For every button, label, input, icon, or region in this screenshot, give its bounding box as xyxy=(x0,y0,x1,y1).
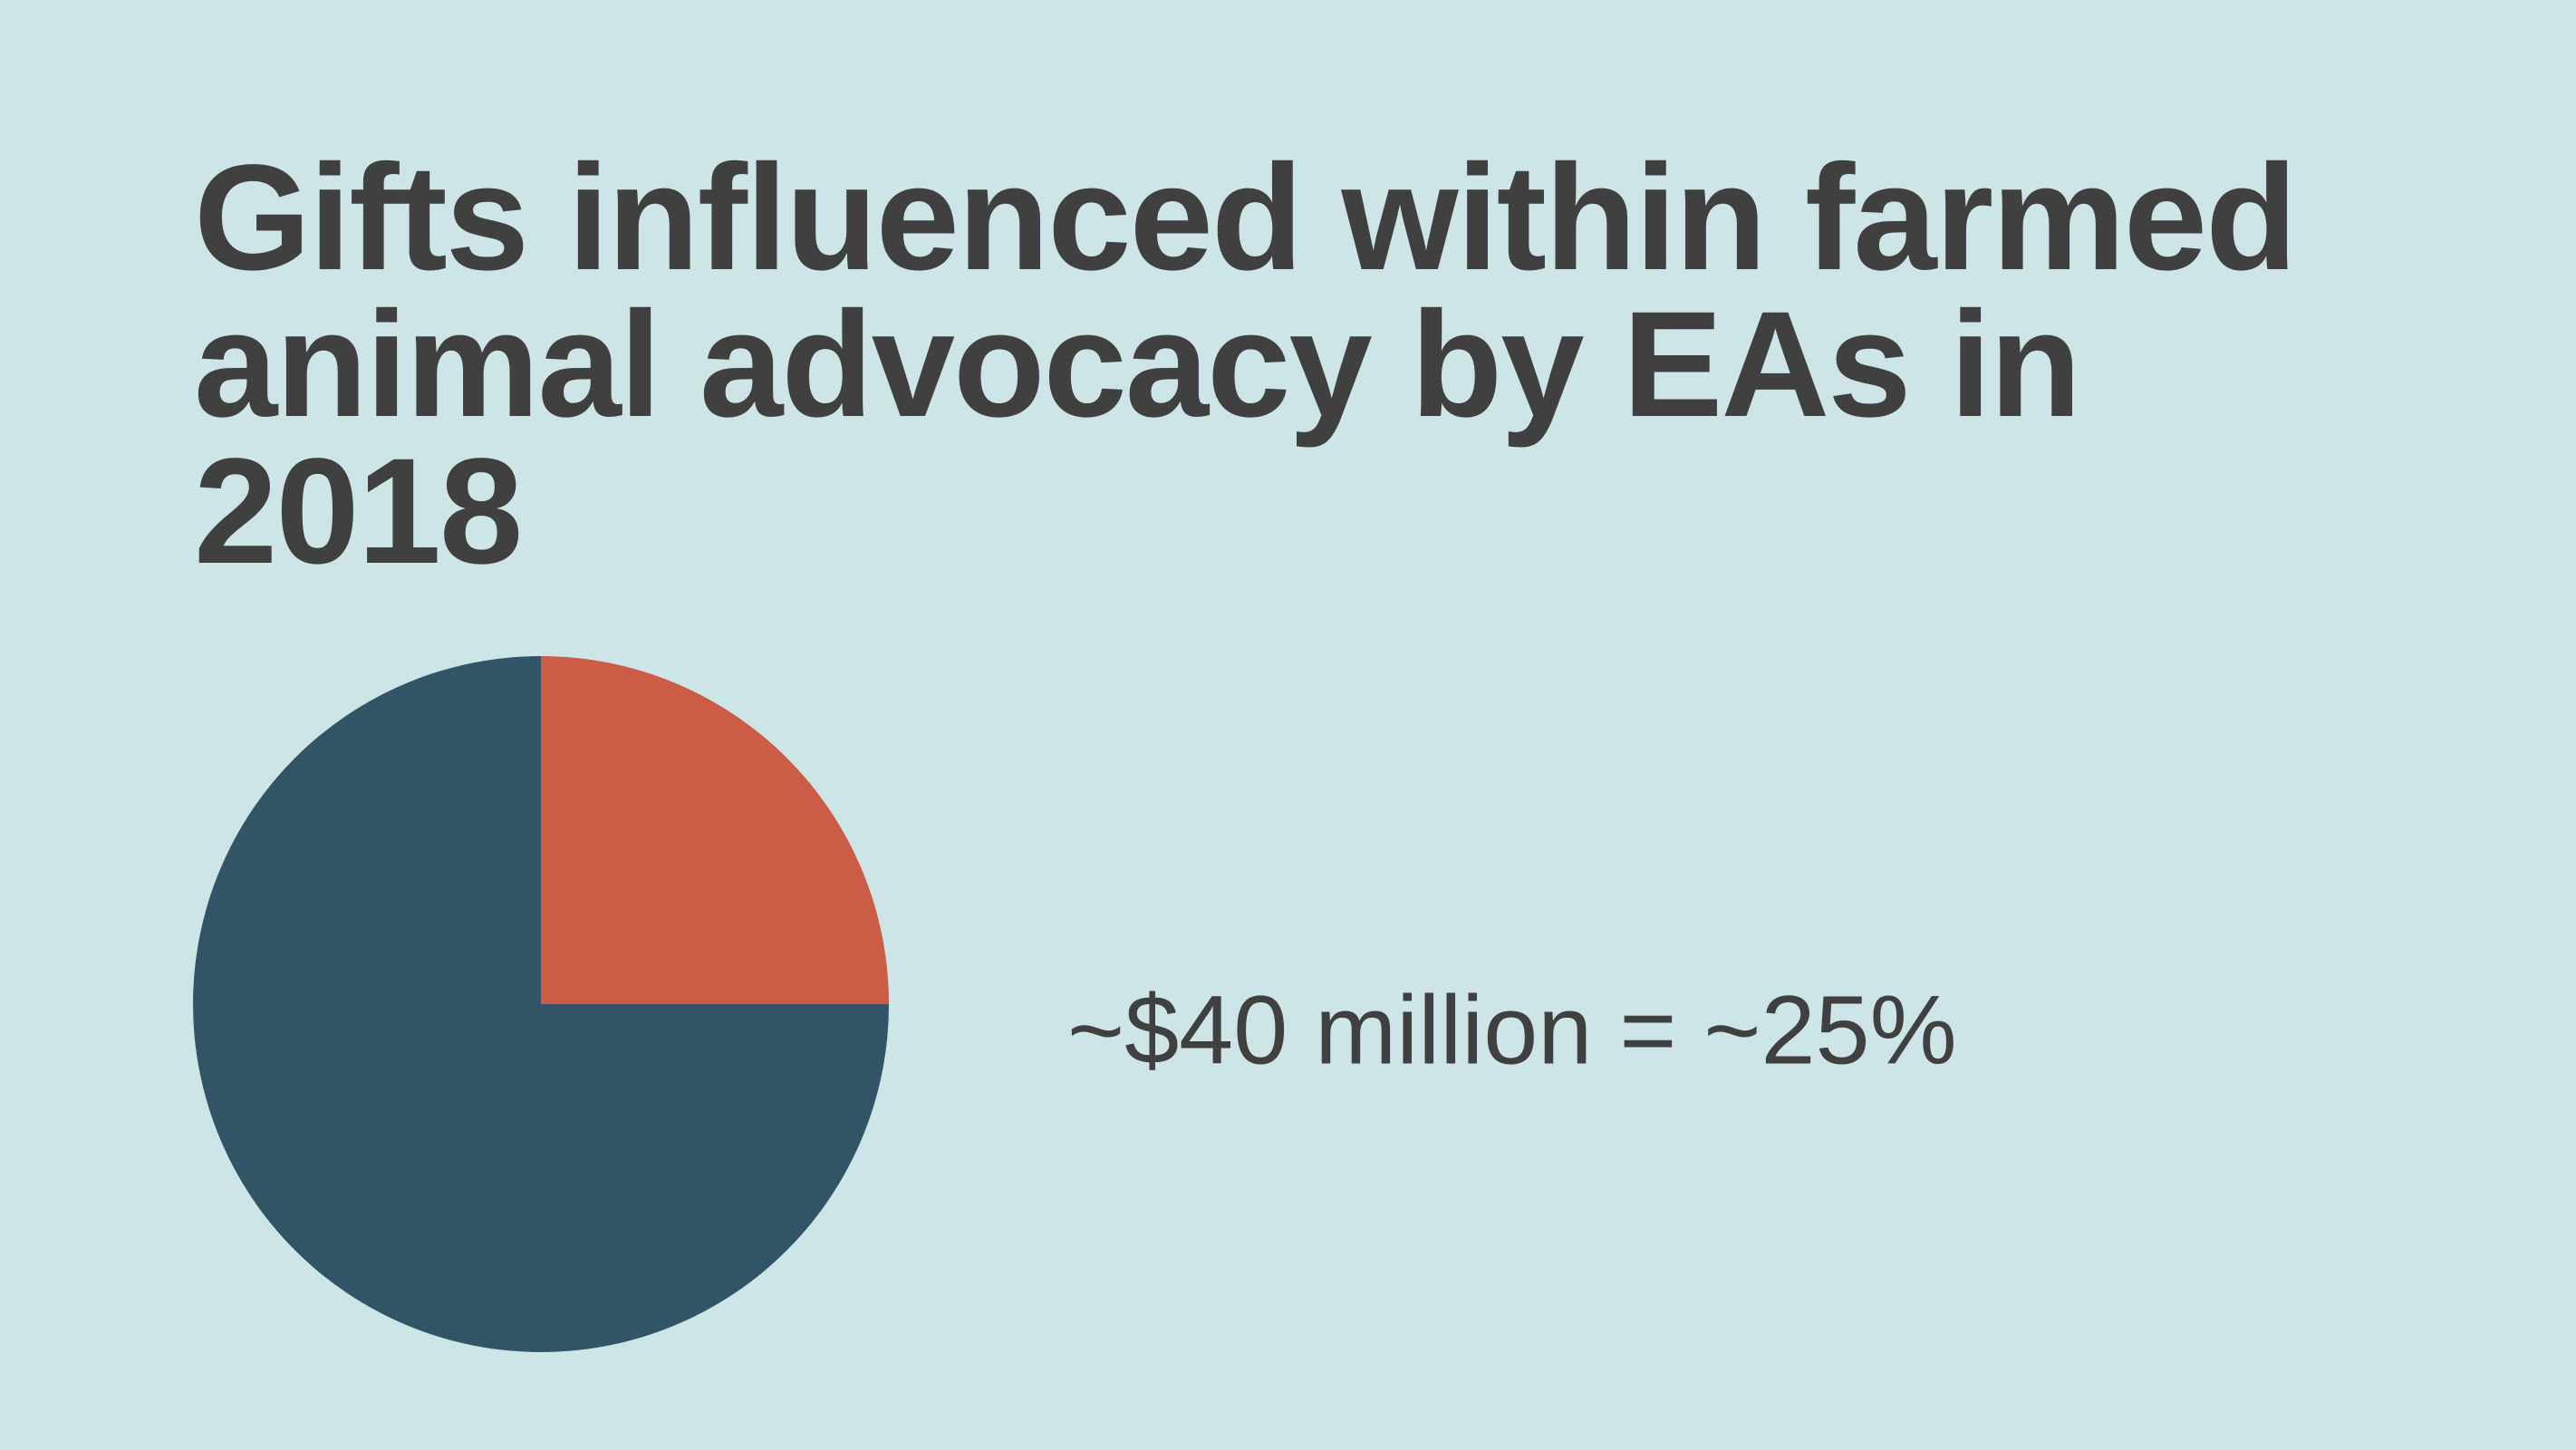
pie-slice xyxy=(193,656,889,1352)
pie-slice xyxy=(541,656,889,1004)
chart-title: Gifts influenced within farmed animal ad… xyxy=(194,134,2298,595)
annotation: ~$40 million = ~25% xyxy=(1067,975,1957,1085)
